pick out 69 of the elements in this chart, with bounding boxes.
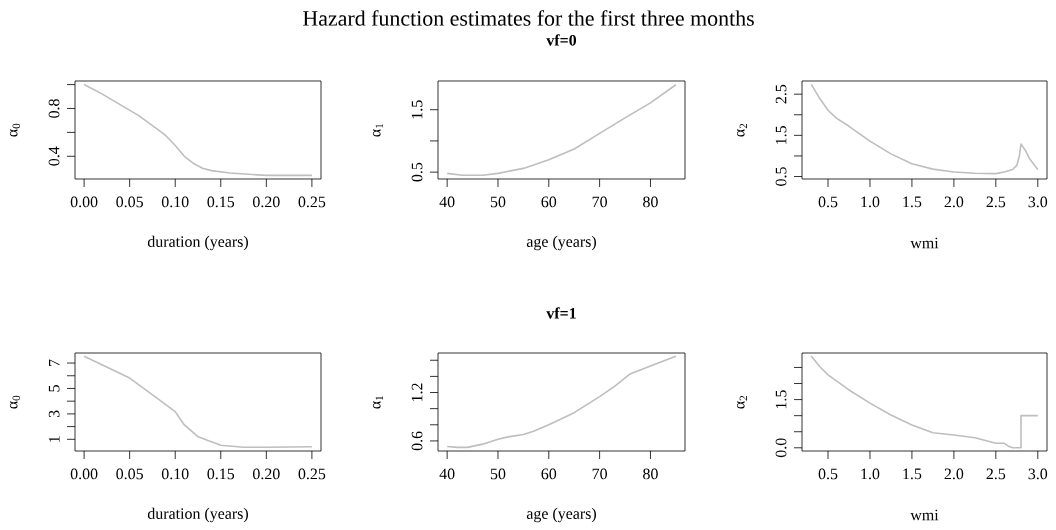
y-tick-label: 0.5 bbox=[411, 162, 423, 182]
chart-title: Hazard function estimates for the first three months bbox=[303, 10, 754, 26]
y-tick-label: 0.6 bbox=[411, 431, 423, 451]
x-tick-label: 3.0 bbox=[1028, 468, 1048, 480]
x-tick-label: 0.25 bbox=[298, 468, 326, 480]
x-tick-label: 2.0 bbox=[944, 468, 964, 480]
x-tick-label: 2.5 bbox=[986, 468, 1006, 480]
y-axis-title: α$_{0}$ bbox=[9, 395, 21, 409]
x-tick-label: 0.05 bbox=[116, 468, 143, 480]
x-tick-label: 50 bbox=[490, 196, 506, 208]
line-series bbox=[810, 83, 1039, 175]
x-axis-title: duration (years) bbox=[147, 507, 248, 523]
x-axis-title: age (years) bbox=[526, 507, 596, 523]
x-tick-label: 1.5 bbox=[903, 468, 922, 480]
y-tick-label: 1 bbox=[48, 436, 60, 442]
x-tick-label: 80 bbox=[643, 196, 658, 208]
chart-subtitle: vf=0 bbox=[546, 34, 577, 46]
y-tick-label: 0.5 bbox=[775, 167, 787, 186]
line-series bbox=[446, 83, 677, 177]
x-tick-label: 1.5 bbox=[903, 196, 922, 208]
x-tick-label: 2.5 bbox=[986, 196, 1006, 208]
x-tick-label: 0.10 bbox=[161, 468, 189, 480]
y-tick-label: 0.0 bbox=[775, 438, 787, 458]
x-tick-label: 1.0 bbox=[861, 196, 880, 208]
y-tick-label: 0.8 bbox=[48, 99, 60, 118]
x-tick-label: 0.25 bbox=[298, 196, 326, 208]
y-tick-label: 1.5 bbox=[411, 100, 423, 119]
x-tick-label: 3.0 bbox=[1028, 196, 1048, 208]
x-tick-label: 0.5 bbox=[818, 196, 838, 208]
x-tick-label: 40 bbox=[439, 468, 455, 480]
x-axis-title: wmi bbox=[910, 509, 939, 521]
x-tick-label: 0.20 bbox=[253, 196, 280, 208]
x-tick-label: 70 bbox=[592, 196, 607, 208]
x-tick-label: 0.5 bbox=[818, 468, 838, 480]
y-tick-label: 5 bbox=[48, 385, 60, 392]
y-tick-label: 2.5 bbox=[775, 84, 787, 104]
line-series bbox=[446, 355, 677, 449]
y-tick-label: 7 bbox=[49, 359, 60, 366]
x-tick-label: 1.0 bbox=[861, 468, 880, 480]
line-series bbox=[810, 355, 1039, 449]
y-tick-label: 1.2 bbox=[411, 383, 423, 402]
x-tick-label: 0.00 bbox=[70, 468, 98, 480]
x-tick-label: 0.00 bbox=[70, 196, 98, 208]
chart-title: vf=1 bbox=[546, 307, 576, 319]
x-tick-label: 0.15 bbox=[207, 196, 235, 208]
line-series bbox=[83, 355, 313, 449]
x-tick-label: 50 bbox=[490, 468, 506, 480]
x-tick-label: 0.20 bbox=[253, 468, 280, 480]
x-tick-label: 2.0 bbox=[944, 196, 964, 208]
y-axis-title: α$_{0}$ bbox=[9, 123, 21, 137]
y-tick-label: 3 bbox=[48, 410, 60, 418]
x-tick-label: 80 bbox=[643, 468, 658, 480]
y-axis-title: α$_{2}$ bbox=[736, 395, 748, 409]
y-axis-title: α$_{1}$ bbox=[372, 123, 384, 137]
y-tick-label: 0.4 bbox=[48, 146, 60, 166]
x-tick-label: 0.10 bbox=[161, 196, 189, 208]
y-tick-label: 1.5 bbox=[775, 126, 787, 144]
x-axis-title: wmi bbox=[910, 237, 939, 249]
x-axis-title: age (years) bbox=[526, 235, 596, 251]
x-tick-label: 60 bbox=[541, 196, 557, 208]
y-axis-title: α$_{2}$ bbox=[736, 123, 748, 137]
x-tick-label: 60 bbox=[541, 468, 557, 480]
x-axis-title: duration (years) bbox=[147, 235, 248, 251]
y-tick-label: 1.5 bbox=[775, 390, 787, 409]
x-tick-label: 0.15 bbox=[207, 468, 235, 480]
x-tick-label: 70 bbox=[592, 468, 607, 480]
x-tick-label: 40 bbox=[439, 196, 455, 208]
y-axis-title: α$_{1}$ bbox=[372, 395, 384, 409]
x-tick-label: 0.05 bbox=[116, 196, 143, 208]
